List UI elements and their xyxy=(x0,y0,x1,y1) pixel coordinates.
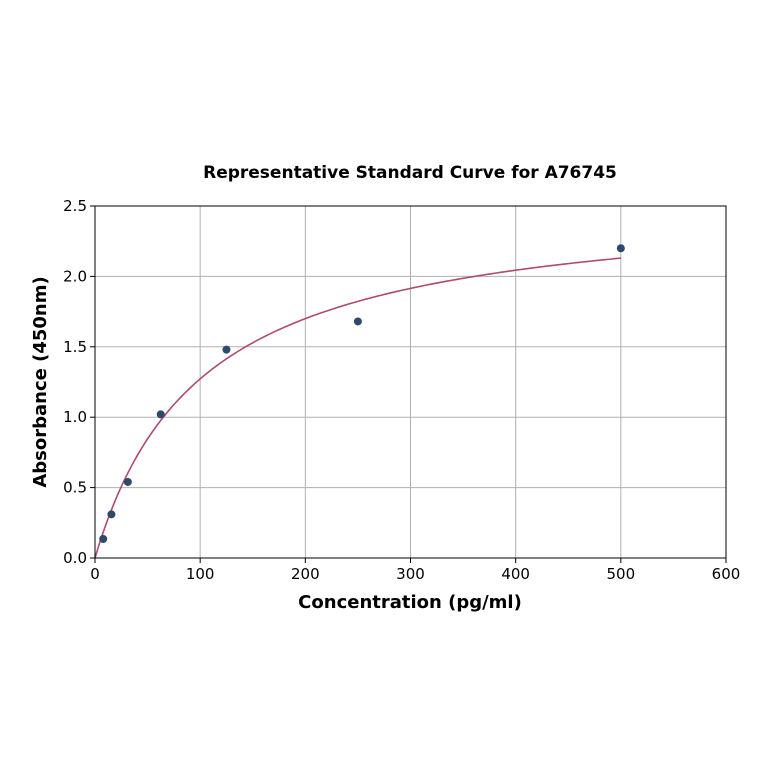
fit-curve-group xyxy=(94,257,621,559)
data-point xyxy=(353,317,362,326)
chart-title: Representative Standard Curve for A76745 xyxy=(203,163,617,183)
y-tick-label: 1.0 xyxy=(63,408,87,426)
data-point xyxy=(222,345,231,354)
fit-curve xyxy=(94,257,621,559)
y-tick-label: 0.5 xyxy=(63,479,87,497)
y-axis-label: Absorbance (450nm) xyxy=(30,276,51,487)
y-axis-ticks: 0.0 0.5 1.0 1.5 2.0 2.5 xyxy=(63,197,95,567)
x-tick-label: 200 xyxy=(291,565,320,583)
data-point xyxy=(156,410,165,419)
x-axis-ticks: 0 100 200 300 400 500 600 xyxy=(90,558,740,583)
data-point xyxy=(123,477,132,486)
y-tick-label: 1.5 xyxy=(63,338,87,356)
y-tick-label: 0.0 xyxy=(63,549,87,567)
data-point xyxy=(616,244,625,253)
x-tick-label: 100 xyxy=(186,565,215,583)
data-points xyxy=(99,244,625,543)
x-tick-label: 0 xyxy=(90,565,100,583)
x-tick-label: 600 xyxy=(712,565,741,583)
data-point xyxy=(99,534,108,543)
x-tick-label: 400 xyxy=(501,565,530,583)
grid xyxy=(94,205,727,559)
x-tick-label: 300 xyxy=(396,565,425,583)
data-point xyxy=(107,510,116,519)
x-tick-label: 500 xyxy=(607,565,636,583)
x-axis-label: Concentration (pg/ml) xyxy=(298,592,522,613)
y-tick-label: 2.0 xyxy=(63,267,87,285)
y-tick-label: 2.5 xyxy=(63,197,87,215)
